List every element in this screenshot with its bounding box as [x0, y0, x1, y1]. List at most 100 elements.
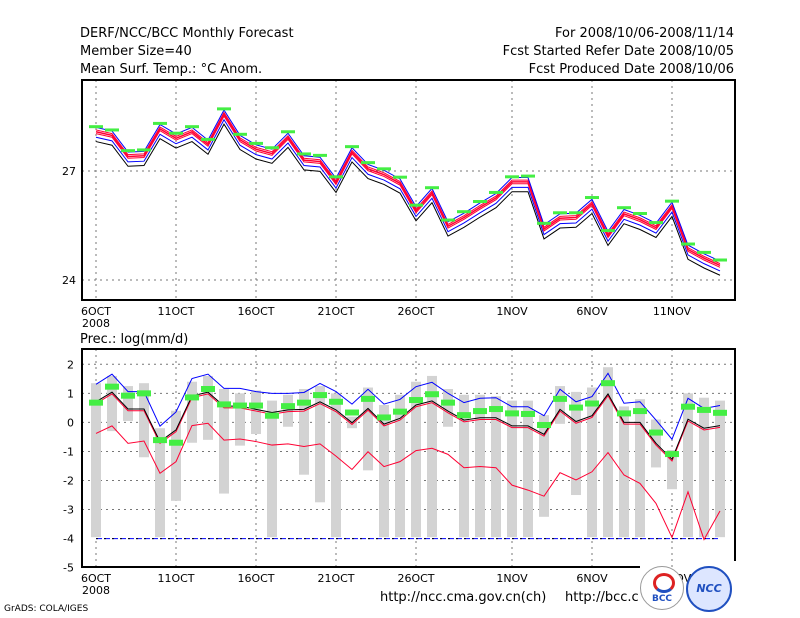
temp-x-tick: 16OCT [237, 305, 274, 318]
precip-x-tick: 26OCT [397, 572, 434, 585]
precip-spread-box [667, 449, 677, 490]
bcc-url[interactable]: http://bcc.c [565, 590, 639, 605]
precip-observed-mark [713, 409, 727, 416]
ncc-logo-text: NCC [696, 582, 722, 595]
precip-observed-mark [425, 391, 439, 398]
temp-observed-mark [185, 125, 199, 129]
temp-observed-mark [89, 125, 103, 129]
temp-observed-mark [697, 250, 711, 254]
produced-date: Fcst Produced Date 2008/10/06 [528, 62, 734, 77]
precip-observed-mark [169, 439, 183, 446]
temp-observed-mark [345, 145, 359, 149]
temp-observed-mark [297, 152, 311, 156]
precip-observed-mark [393, 408, 407, 415]
member-size: Member Size=40 [80, 44, 192, 59]
precip-x-tick: 6OCT [81, 572, 111, 585]
precip-observed-mark [569, 404, 583, 411]
precip-observed-mark [473, 408, 487, 415]
precip-spread-box [203, 375, 213, 440]
temp-observed-mark [633, 212, 647, 216]
precip-spread-box [507, 400, 517, 538]
temp-observed-mark [521, 174, 535, 178]
figure-title: DERF/NCC/BCC Monthly Forecast [80, 26, 294, 41]
temp-observed-mark [713, 258, 727, 262]
precip-spread-box [171, 410, 181, 501]
temp-observed-mark [617, 206, 631, 210]
precip-upper-red-line [95, 393, 721, 462]
temp-observed-mark [233, 132, 247, 136]
forecast-period: For 2008/10/06-2008/11/14 [555, 26, 734, 41]
temp-x-tick: 6NOV [576, 305, 608, 318]
precip-spread-box [539, 415, 549, 517]
ncc-url[interactable]: http://ncc.cma.gov.cn(ch) [380, 590, 547, 605]
temp-x-tick: 1NOV [496, 305, 528, 318]
temp-lower-blue-line [95, 118, 721, 272]
precip-observed-mark [633, 408, 647, 415]
temp-observed-mark [169, 131, 183, 135]
temp-x-tick: 11OCT [157, 305, 194, 318]
precip-spread-box [571, 391, 581, 496]
precip-observed-mark [185, 394, 199, 401]
temp-observed-mark [569, 211, 583, 215]
temp-observed-mark [489, 190, 503, 194]
temp-observed-mark [137, 148, 151, 152]
precip-title: Prec.: log(mm/d) [80, 332, 189, 347]
temp-observed-mark [505, 175, 519, 179]
precip-spread-box [523, 400, 533, 538]
precip-observed-mark [409, 397, 423, 404]
precip-spread-box [91, 383, 101, 538]
temp-min-line [95, 123, 721, 276]
precip-lower-red-line [95, 422, 721, 541]
precip-y-tick: -4 [63, 533, 74, 546]
precip-observed-mark [217, 401, 231, 408]
precip-observed-mark [617, 410, 631, 417]
precip-spread-box [331, 393, 341, 538]
precip-observed-mark [585, 400, 599, 407]
precip-observed-mark [521, 410, 535, 417]
precip-spread-box [283, 394, 293, 427]
precip-observed-mark [233, 402, 247, 409]
precip-x-tick: 6NOV [576, 572, 608, 585]
precip-y-tick: -2 [63, 475, 74, 488]
precip-spread-box [267, 400, 277, 538]
precip-spread-box [187, 381, 197, 443]
precip-spread-box [683, 393, 693, 538]
temp-observed-mark [249, 141, 263, 145]
temp-x-tick: 26OCT [397, 305, 434, 318]
precip-spread-box [107, 375, 117, 432]
precip-observed-mark [153, 437, 167, 444]
precip-spread-box [299, 388, 309, 475]
temp-observed-mark [409, 203, 423, 207]
temp-observed-mark [537, 221, 551, 225]
precip-plot-frame [81, 348, 736, 568]
precip-x-tick: 16OCT [237, 572, 274, 585]
precip-observed-mark [601, 380, 615, 387]
temp-x-tick: 21OCT [317, 305, 354, 318]
precip-observed-mark [537, 422, 551, 429]
temp-mean-line [95, 112, 721, 267]
temp-lower-red-line [95, 115, 721, 268]
precip-spread-box [363, 387, 373, 471]
precip-mean-line [95, 391, 721, 461]
temp-observed-mark [201, 137, 215, 141]
precip-y-tick: -1 [63, 445, 74, 458]
precip-observed-mark [265, 412, 279, 419]
precip-observed-mark [121, 392, 135, 399]
precip-observed-mark [505, 410, 519, 417]
temp-observed-mark [281, 130, 295, 134]
precip-observed-mark [441, 399, 455, 406]
precip-observed-mark [137, 390, 151, 397]
temp-x-tick: 6OCT [81, 305, 111, 318]
precip-y-tick: 2 [67, 358, 74, 371]
temp-observed-mark [553, 211, 567, 215]
precip-y-tick: -5 [63, 562, 74, 575]
precip-spread-box [123, 386, 133, 421]
temp-observed-mark [601, 229, 615, 233]
temp-observed-mark [153, 121, 167, 125]
ncc-logo: NCC [686, 566, 732, 612]
precip-spread-box [619, 406, 629, 538]
precip-observed-mark [313, 392, 327, 399]
temp-observed-mark [377, 167, 391, 171]
bcc-logo: BCC [640, 566, 684, 610]
